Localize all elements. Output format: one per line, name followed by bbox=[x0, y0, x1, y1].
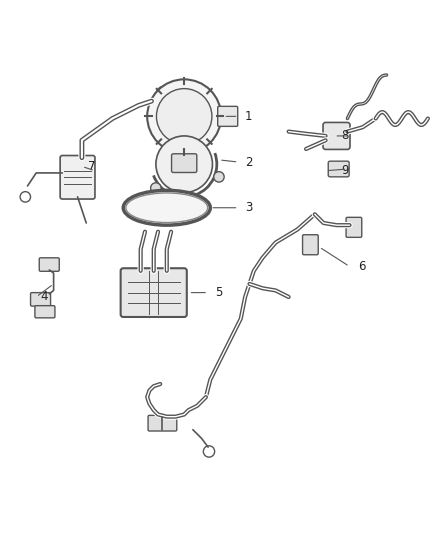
Text: 7: 7 bbox=[88, 160, 96, 173]
FancyBboxPatch shape bbox=[31, 293, 50, 306]
Ellipse shape bbox=[123, 190, 210, 225]
Circle shape bbox=[203, 446, 215, 457]
Circle shape bbox=[147, 79, 221, 154]
FancyBboxPatch shape bbox=[172, 154, 197, 173]
FancyBboxPatch shape bbox=[323, 123, 350, 149]
FancyBboxPatch shape bbox=[148, 415, 177, 431]
Circle shape bbox=[214, 172, 224, 182]
FancyBboxPatch shape bbox=[120, 268, 187, 317]
FancyBboxPatch shape bbox=[218, 107, 238, 126]
FancyBboxPatch shape bbox=[346, 217, 362, 237]
FancyBboxPatch shape bbox=[328, 161, 349, 177]
Text: 5: 5 bbox=[215, 286, 222, 299]
Circle shape bbox=[158, 93, 173, 108]
Circle shape bbox=[156, 136, 212, 192]
FancyBboxPatch shape bbox=[35, 305, 55, 318]
FancyBboxPatch shape bbox=[303, 235, 318, 255]
Text: 1: 1 bbox=[245, 110, 253, 123]
Circle shape bbox=[20, 192, 31, 202]
Ellipse shape bbox=[126, 193, 208, 223]
Circle shape bbox=[156, 88, 212, 144]
Text: 8: 8 bbox=[341, 130, 348, 142]
Text: 3: 3 bbox=[245, 201, 252, 214]
FancyBboxPatch shape bbox=[39, 258, 59, 271]
FancyBboxPatch shape bbox=[60, 156, 95, 199]
Text: 2: 2 bbox=[245, 156, 253, 168]
Text: 9: 9 bbox=[341, 164, 348, 177]
Circle shape bbox=[151, 183, 161, 193]
Text: 6: 6 bbox=[358, 260, 366, 273]
Circle shape bbox=[156, 86, 172, 102]
Text: 4: 4 bbox=[41, 290, 48, 303]
